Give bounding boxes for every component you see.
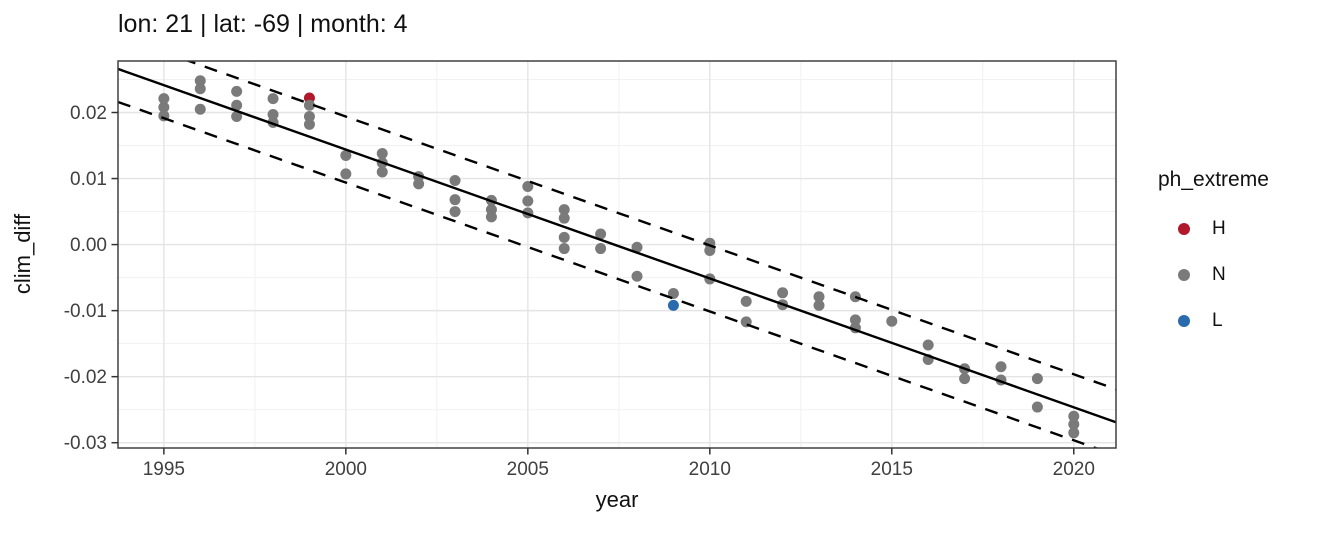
- y-tick-label: -0.03: [64, 433, 107, 454]
- point-n: [667, 287, 679, 299]
- y-tick-label: -0.01: [64, 301, 107, 322]
- point-n: [485, 211, 497, 223]
- point-n: [1031, 373, 1043, 385]
- point-n: [1068, 410, 1080, 422]
- y-tick-label: 0.02: [70, 103, 107, 124]
- point-n: [886, 315, 898, 327]
- point-n: [231, 85, 243, 97]
- x-tick-label: 2000: [325, 459, 367, 480]
- point-n: [595, 243, 607, 255]
- point-n: [777, 287, 789, 299]
- point-n: [631, 270, 643, 282]
- point-n: [158, 93, 170, 105]
- plot-title: lon: 21 | lat: -69 | month: 4: [118, 10, 408, 38]
- point-n: [813, 291, 825, 303]
- point-n: [340, 149, 352, 161]
- legend-swatch-l-icon: [1178, 315, 1190, 327]
- panel-border: [117, 60, 1117, 449]
- legend-swatch-n-icon: [1178, 269, 1190, 281]
- point-n: [558, 243, 570, 255]
- point-n: [558, 212, 570, 224]
- point-n: [1031, 401, 1043, 413]
- axis-ticks: 1995 2000 2005 2010 2015 2020 0.02 0.01 0.00 -0.0…: [64, 103, 1095, 480]
- point-n: [267, 108, 279, 120]
- point-n: [413, 178, 425, 190]
- x-axis-title: year: [595, 487, 639, 512]
- point-n: [231, 110, 243, 122]
- upper-band-line: [185, 61, 1116, 391]
- x-tick-label: 2020: [1053, 459, 1095, 480]
- fit-line: [118, 67, 1116, 424]
- point-n: [631, 241, 643, 253]
- panel-background: [118, 61, 1116, 448]
- point-n: [522, 195, 534, 207]
- legend-item-h: H: [1158, 218, 1269, 239]
- point-n: [558, 204, 570, 216]
- y-tick-label: 0.01: [70, 169, 107, 190]
- y-tick-label: -0.02: [64, 367, 107, 388]
- point-n: [194, 103, 206, 115]
- point-n: [522, 180, 534, 192]
- point-n: [740, 295, 752, 307]
- legend-item-l: L: [1158, 310, 1269, 331]
- point-l: [667, 299, 679, 311]
- point-n: [558, 231, 570, 243]
- point-n: [194, 83, 206, 95]
- point-n: [995, 361, 1007, 373]
- point-n: [267, 93, 279, 105]
- point-n: [340, 168, 352, 180]
- legend-label-n: N: [1212, 264, 1226, 285]
- point-n: [158, 101, 170, 113]
- legend-item-n: N: [1158, 264, 1269, 285]
- point-n: [704, 245, 716, 257]
- x-tick-label: 2010: [689, 459, 731, 480]
- point-n: [449, 175, 461, 187]
- point-n: [376, 166, 388, 178]
- point-n: [231, 99, 243, 111]
- point-n: [1068, 427, 1080, 439]
- point-n: [303, 99, 315, 111]
- point-n: [449, 206, 461, 218]
- data-layer: [118, 61, 1116, 448]
- legend-title: ph_extreme: [1158, 168, 1269, 191]
- legend-label-h: H: [1212, 218, 1226, 239]
- legend: ph_extreme H N L: [1158, 168, 1269, 357]
- y-axis-title: clim_diff: [10, 213, 35, 295]
- legend-label-l: L: [1212, 310, 1223, 331]
- x-tick-label: 1995: [143, 459, 185, 480]
- legend-swatch-h-icon: [1178, 223, 1190, 235]
- x-tick-label: 2005: [507, 459, 549, 480]
- point-n: [849, 314, 861, 326]
- point-n: [1068, 418, 1080, 430]
- point-n: [922, 339, 934, 351]
- point-n: [303, 110, 315, 122]
- y-tick-label: 0.00: [70, 235, 107, 256]
- point-n: [376, 147, 388, 159]
- lower-band-line: [118, 100, 1100, 448]
- point-n: [303, 118, 315, 130]
- point-n: [449, 194, 461, 206]
- point-n: [595, 228, 607, 240]
- point-n: [194, 75, 206, 87]
- x-tick-label: 2015: [871, 459, 913, 480]
- point-n: [959, 373, 971, 385]
- point-n: [813, 299, 825, 311]
